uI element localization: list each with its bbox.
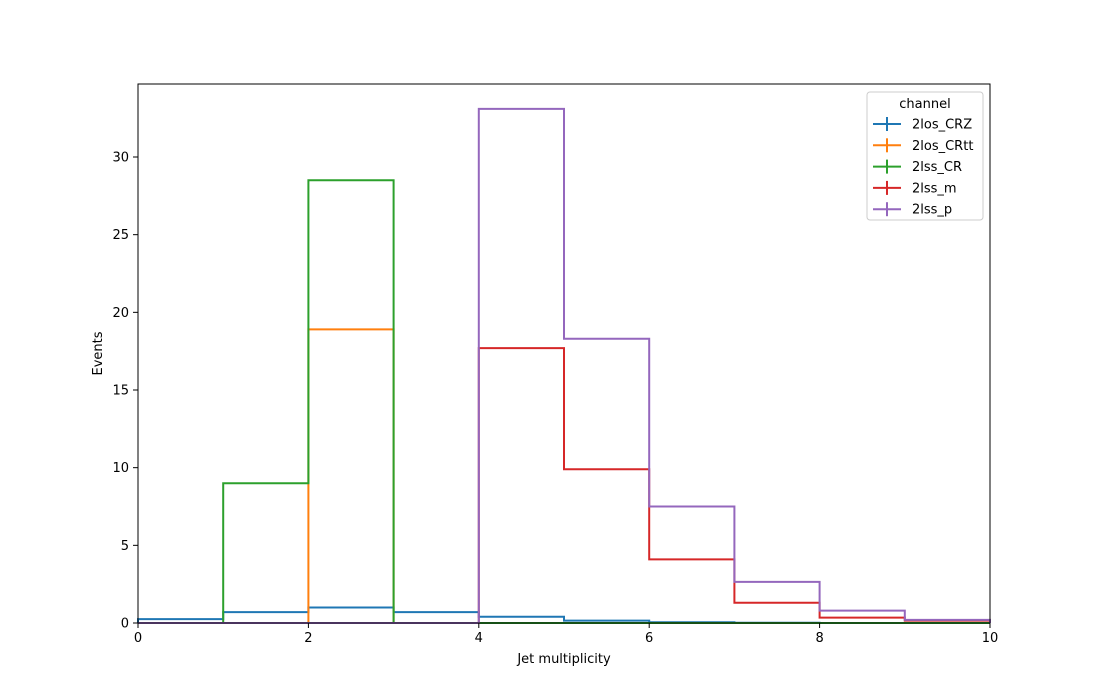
legend-entry-2los_CRZ: 2los_CRZ xyxy=(873,117,972,133)
legend-entry-2lss_p: 2lss_p xyxy=(873,202,952,218)
legend-entry-2lss_CR: 2lss_CR xyxy=(873,159,962,175)
legend: channel 2los_CRZ2los_CRtt2lss_CR2lss_m2l… xyxy=(866,91,984,221)
legend-label: 2lss_m xyxy=(912,181,957,196)
legend-title: channel xyxy=(899,97,950,112)
y-axis-label: Events xyxy=(91,331,106,375)
y-tick-label: 15 xyxy=(112,384,129,399)
x-tick-label: 4 xyxy=(475,631,483,646)
y-tick-label: 5 xyxy=(121,539,129,554)
legend-label: 2lss_CR xyxy=(912,160,962,175)
x-tick-label: 10 xyxy=(982,631,999,646)
x-tick-label: 0 xyxy=(134,631,142,646)
legend-entry-2lss_m: 2lss_m xyxy=(873,180,957,196)
x-tick-label: 8 xyxy=(815,631,823,646)
y-tick-label: 0 xyxy=(121,617,129,632)
legend-label: 2lss_p xyxy=(912,203,952,218)
plot-frame xyxy=(137,83,991,624)
y-axis: 0 5 10 15 20 25 30 xyxy=(112,151,138,632)
y-tick-label: 30 xyxy=(112,151,129,166)
x-tick-label: 2 xyxy=(304,631,312,646)
legend-label: 2los_CRtt xyxy=(912,139,973,154)
legend-label: 2los_CRZ xyxy=(912,118,972,133)
legend-entries: 2los_CRZ 2los_CRtt 2lss_CR 2lss_m 2lss_p xyxy=(873,117,973,218)
x-axis-label: Jet multiplicity xyxy=(516,652,611,667)
x-tick-label: 6 xyxy=(645,631,653,646)
y-tick-label: 10 xyxy=(112,461,129,476)
y-tick-label: 20 xyxy=(112,306,129,321)
x-axis: 0 2 4 6 8 10 xyxy=(134,623,998,646)
legend-entry-2los_CRtt: 2los_CRtt xyxy=(873,138,973,154)
y-tick-label: 25 xyxy=(112,228,129,243)
